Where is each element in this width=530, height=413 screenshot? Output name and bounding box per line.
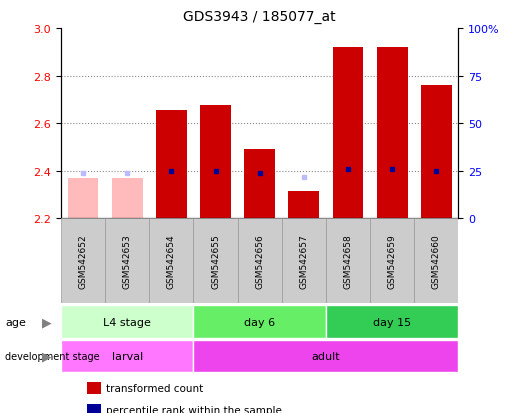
Text: percentile rank within the sample: percentile rank within the sample bbox=[106, 405, 282, 413]
Text: ▶: ▶ bbox=[42, 315, 52, 328]
Text: ▶: ▶ bbox=[42, 350, 52, 363]
Bar bbox=[414, 219, 458, 304]
Bar bbox=[193, 305, 326, 339]
Bar bbox=[288, 192, 319, 219]
Text: day 6: day 6 bbox=[244, 317, 275, 327]
Text: transformed count: transformed count bbox=[106, 383, 203, 393]
Bar bbox=[112, 178, 143, 219]
Bar bbox=[68, 178, 99, 219]
Text: GSM542655: GSM542655 bbox=[211, 234, 220, 289]
Text: GSM542657: GSM542657 bbox=[299, 234, 308, 289]
Bar bbox=[61, 305, 193, 339]
Bar bbox=[326, 305, 458, 339]
Text: GSM542659: GSM542659 bbox=[388, 234, 396, 289]
Text: adult: adult bbox=[312, 351, 340, 361]
Bar bbox=[333, 48, 364, 219]
Text: development stage: development stage bbox=[5, 351, 100, 361]
Bar bbox=[282, 219, 326, 304]
Bar bbox=[370, 219, 414, 304]
Bar bbox=[193, 340, 458, 373]
Text: GSM542654: GSM542654 bbox=[167, 234, 176, 288]
Text: GSM542652: GSM542652 bbox=[78, 234, 87, 288]
Text: larval: larval bbox=[112, 351, 143, 361]
Bar bbox=[377, 48, 408, 219]
Bar bbox=[61, 340, 193, 373]
Title: GDS3943 / 185077_at: GDS3943 / 185077_at bbox=[183, 10, 336, 24]
Bar bbox=[193, 219, 237, 304]
Bar bbox=[421, 86, 452, 219]
Text: GSM542660: GSM542660 bbox=[432, 234, 441, 289]
Text: age: age bbox=[5, 317, 26, 327]
Bar bbox=[244, 150, 275, 219]
Text: GSM542658: GSM542658 bbox=[343, 234, 352, 289]
Bar bbox=[237, 219, 282, 304]
Bar bbox=[61, 219, 105, 304]
Text: L4 stage: L4 stage bbox=[103, 317, 151, 327]
Bar bbox=[326, 219, 370, 304]
Text: day 15: day 15 bbox=[373, 317, 411, 327]
Bar bbox=[105, 219, 149, 304]
Bar bbox=[156, 111, 187, 219]
Bar bbox=[149, 219, 193, 304]
Bar bbox=[200, 106, 231, 219]
Text: GSM542653: GSM542653 bbox=[123, 234, 131, 289]
Text: GSM542656: GSM542656 bbox=[255, 234, 264, 289]
